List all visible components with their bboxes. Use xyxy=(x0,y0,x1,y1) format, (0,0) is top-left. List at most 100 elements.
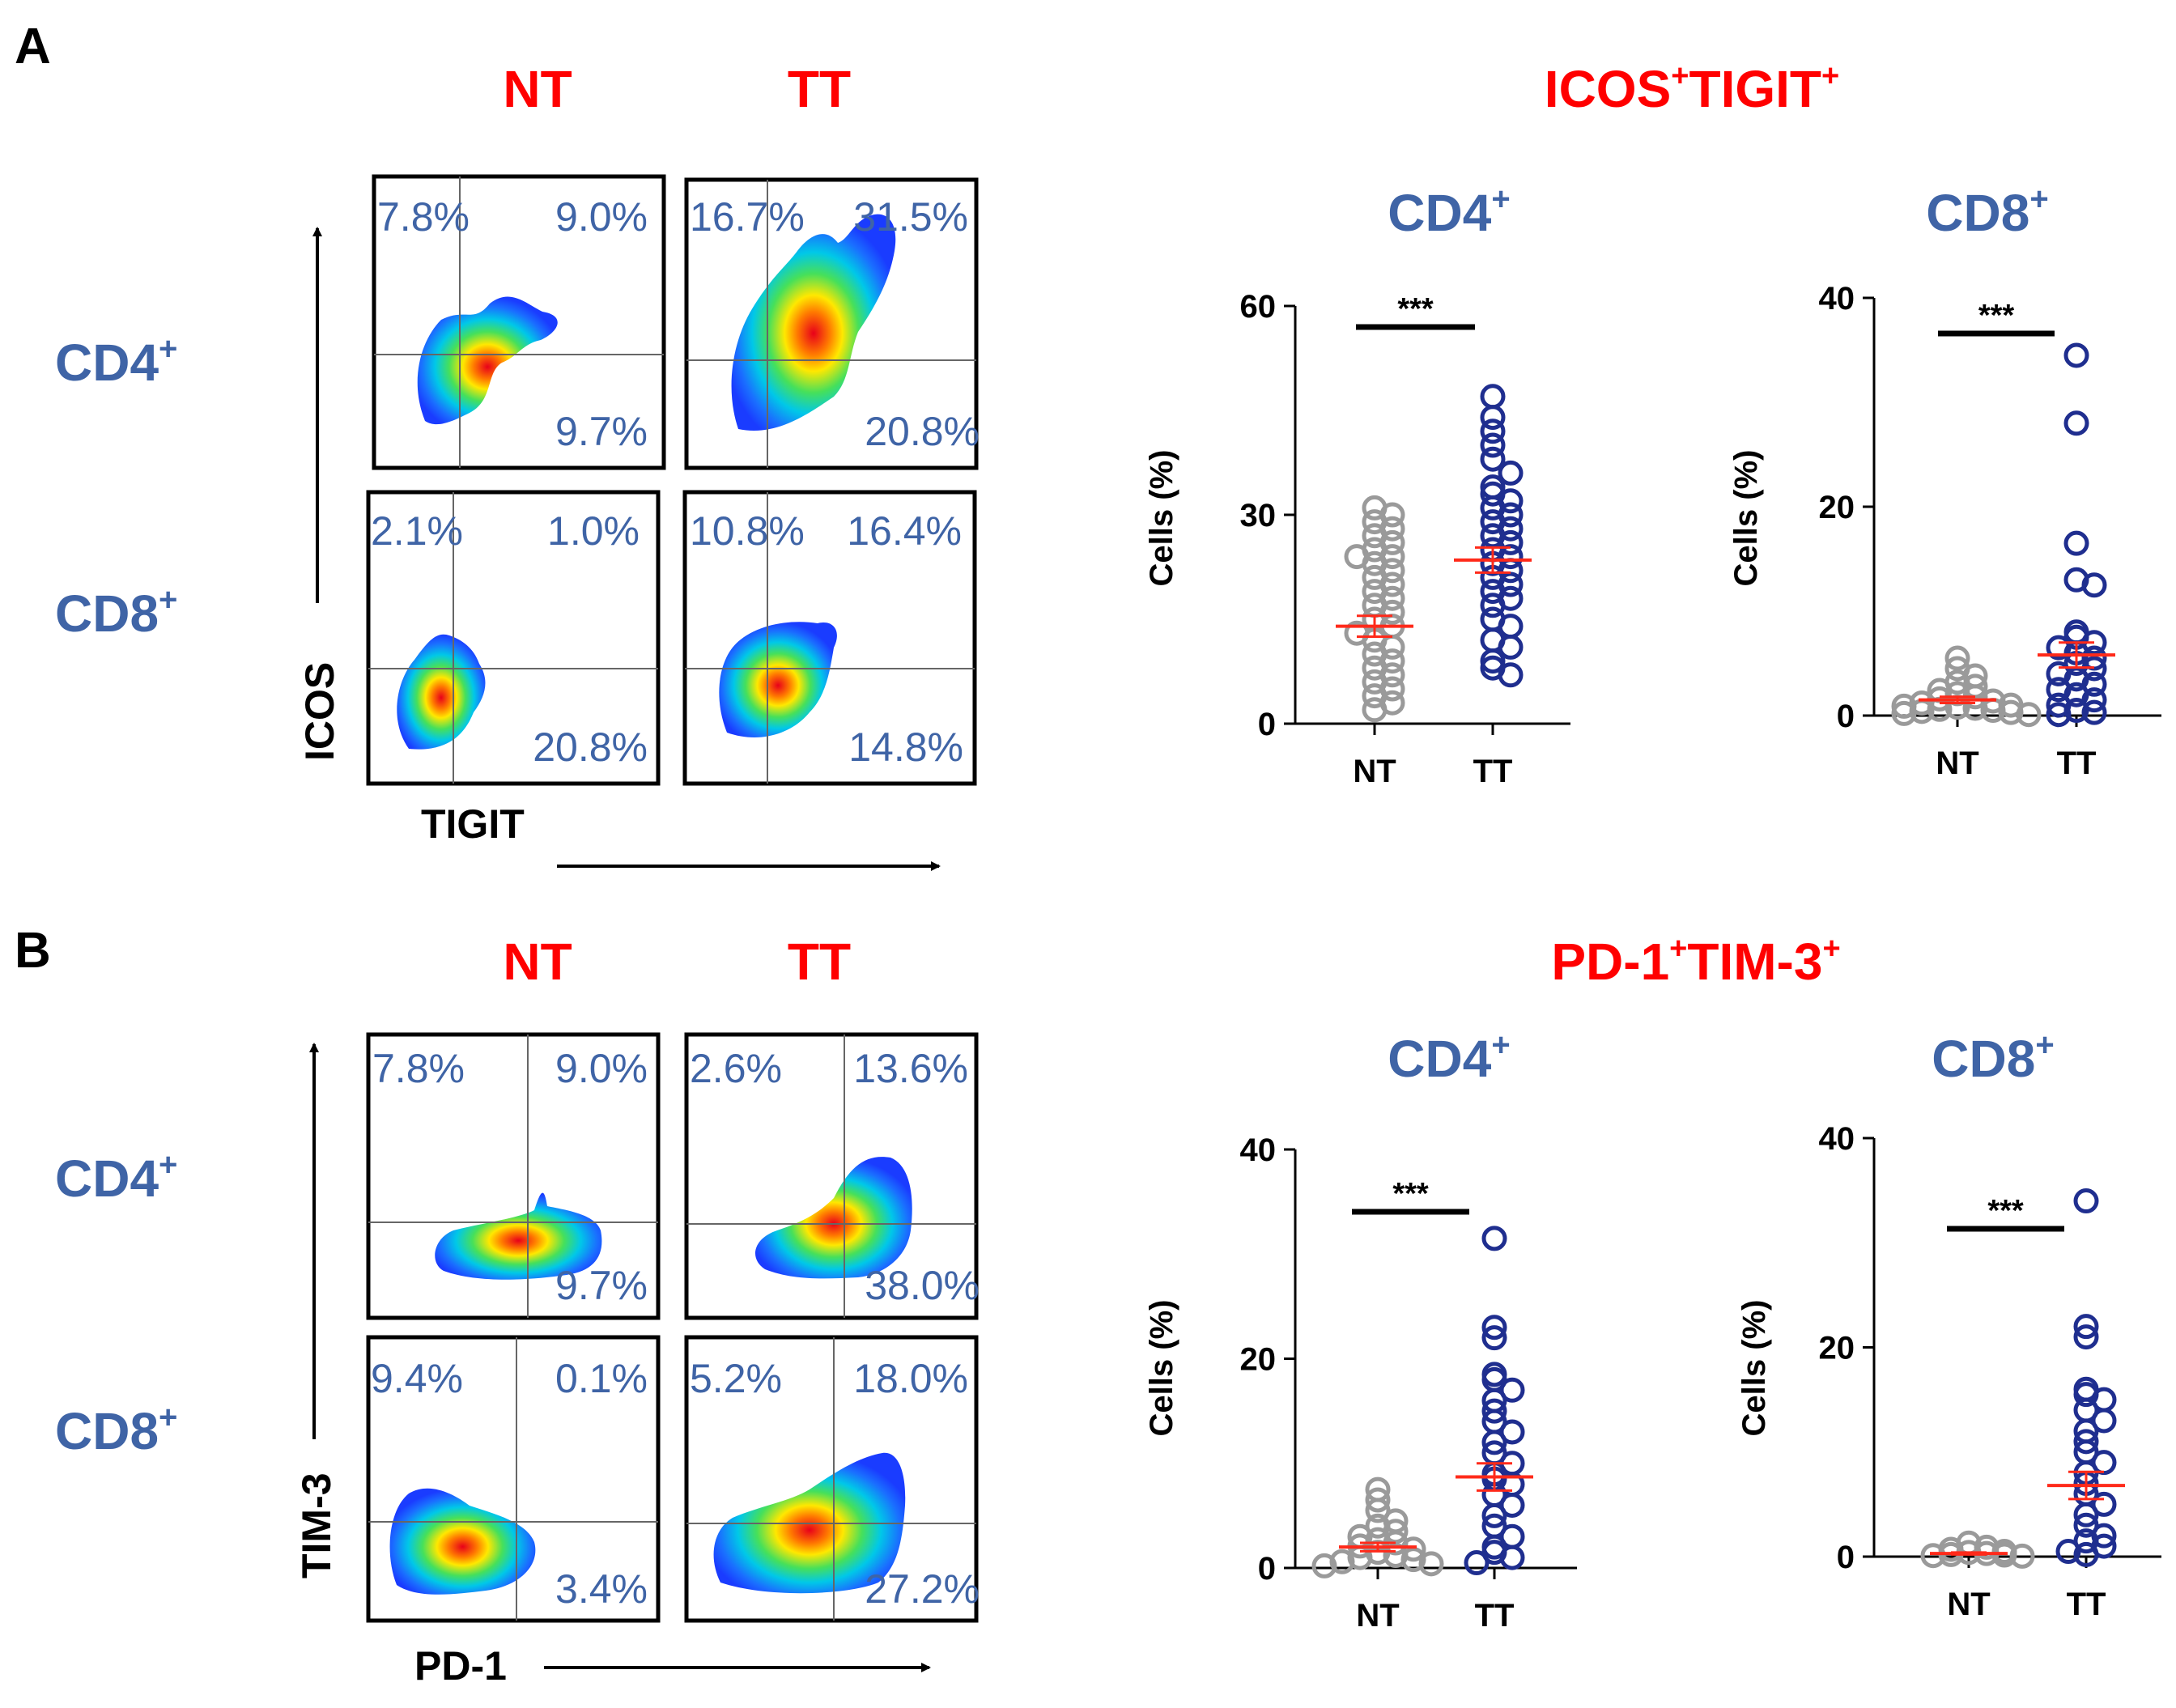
data-point-tt xyxy=(2073,1502,2099,1527)
row-label-cd4-a: CD4+ xyxy=(55,331,177,392)
y-tick-label: 0 xyxy=(1837,699,1855,734)
scatter-layer: CD4+ Cells (%) 0 30 60 NT TT *** CD8+ Cells (%) 0 2… xyxy=(1144,181,2161,1634)
data-point-tt xyxy=(2091,1408,2117,1434)
quadrant-ul: 5.2% xyxy=(690,1356,782,1401)
data-point-tt xyxy=(1464,1550,1490,1576)
svg-text:CD4+: CD4+ xyxy=(55,1147,177,1208)
x-tick-label: NT xyxy=(1947,1587,1990,1622)
data-point-tt xyxy=(2073,1188,2099,1214)
quadrant-ur: 13.6% xyxy=(853,1046,968,1091)
data-point-tt xyxy=(1480,432,1506,458)
data-point-tt xyxy=(1481,1315,1507,1340)
data-point-tt xyxy=(1499,1492,1525,1518)
summary-title-b: PD-1+TIM-3+ xyxy=(1551,932,1840,991)
data-point-nt xyxy=(1383,1542,1409,1568)
x-tick-label: TT xyxy=(1473,754,1513,789)
summary-title-a: ICOS+TIGIT+ xyxy=(1545,59,1839,118)
data-point-nt xyxy=(1365,1487,1391,1513)
data-point-nt xyxy=(1329,1549,1355,1574)
data-point-tt xyxy=(1499,1544,1525,1570)
data-point-tt xyxy=(2073,1324,2099,1350)
quadrant-ul: 2.6% xyxy=(690,1046,782,1091)
panel-letter-b: B xyxy=(15,923,51,979)
data-point-nt xyxy=(2009,1543,2035,1569)
data-point-tt xyxy=(2081,671,2107,697)
data-point-tt xyxy=(1499,1377,1525,1403)
data-point-tt xyxy=(1498,634,1524,660)
data-point-tt xyxy=(2073,1512,2099,1538)
y-tick-label: 40 xyxy=(1240,1132,1277,1168)
svg-text:CD8+: CD8+ xyxy=(55,582,177,643)
quadrant-lr: 20.8% xyxy=(533,724,648,770)
quadrant-lr: 20.8% xyxy=(865,409,980,454)
data-point-tt xyxy=(2091,1491,2117,1517)
quadrant-ur: 1.0% xyxy=(547,508,640,554)
y-tick-label: 20 xyxy=(1819,1331,1855,1366)
quadrant-ul: 10.8% xyxy=(690,508,805,554)
y-axis-label: Cells (%) xyxy=(1728,450,1764,587)
quadrant-ul: 9.4% xyxy=(371,1356,463,1401)
quadrant-ul: 2.1% xyxy=(371,508,463,554)
significance-label: *** xyxy=(1978,299,2015,333)
facs-plot-a-cd4-nt: 7.8% 9.0% 9.7% xyxy=(372,174,666,470)
data-point-tt xyxy=(1481,1502,1507,1528)
data-point-tt xyxy=(2081,572,2107,598)
data-point-tt xyxy=(1480,384,1506,410)
y-tick-label: 30 xyxy=(1240,498,1277,533)
data-point-tt xyxy=(2063,410,2089,436)
panel-letter-a: A xyxy=(15,19,51,74)
data-point-nt xyxy=(1362,697,1388,723)
quadrant-ur: 0.1% xyxy=(555,1356,648,1401)
data-point-nt xyxy=(1920,1543,1946,1569)
quadrant-ul: 16.7% xyxy=(690,194,805,240)
x-axis-label-b: PD-1 xyxy=(414,1643,507,1689)
x-tick-label: TT xyxy=(2067,1587,2106,1622)
y-axis-label: Cells (%) xyxy=(1144,450,1179,587)
svg-text:CD8+: CD8+ xyxy=(55,1400,177,1460)
data-point-tt xyxy=(2073,1541,2099,1567)
plot-title: CD4+ xyxy=(1388,181,1510,242)
data-point-nt xyxy=(1944,645,1970,671)
quadrant-ul: 7.8% xyxy=(377,194,470,240)
y-axis-label: Cells (%) xyxy=(1736,1300,1772,1437)
y-axis-label: Cells (%) xyxy=(1144,1300,1179,1437)
quadrant-lr: 9.7% xyxy=(555,409,648,454)
data-point-tt xyxy=(2063,698,2089,724)
quadrant-ur: 31.5% xyxy=(853,194,968,240)
scatter-plot-a_cd8: CD8+ Cells (%) 0 20 40 NT TT *** xyxy=(1728,181,2161,781)
x-tick-label: NT xyxy=(1356,1598,1399,1634)
quadrant-lr: 14.8% xyxy=(848,724,963,770)
significance-label: *** xyxy=(1392,1177,1429,1211)
row-label-cd8-a: CD8+ xyxy=(55,582,177,643)
quadrant-ur: 16.4% xyxy=(847,508,962,554)
y-tick-label: 20 xyxy=(1240,1342,1277,1378)
x-tick-label: NT xyxy=(1353,754,1396,789)
x-axis-label-a: TIGIT xyxy=(421,801,525,847)
facs-plot-b-cd8-tt: 5.2% 18.0% 27.2% xyxy=(684,1335,980,1623)
data-point-tt xyxy=(1481,1430,1507,1455)
col-header-nt-b: NT xyxy=(503,933,572,991)
y-axis-label-a: ICOS xyxy=(297,662,342,761)
data-point-tt xyxy=(2063,530,2089,556)
y-tick-label: 20 xyxy=(1819,490,1855,525)
data-point-tt xyxy=(2073,1314,2099,1340)
facs-plot-b-cd8-nt: 9.4% 0.1% 3.4% xyxy=(366,1335,661,1623)
y-tick-label: 40 xyxy=(1819,281,1855,317)
plot-title: CD8+ xyxy=(1926,181,2048,242)
plot-title: CD8+ xyxy=(1932,1027,2054,1088)
data-point-nt xyxy=(1998,699,2024,725)
data-point-tt xyxy=(2046,702,2072,728)
data-point-tt xyxy=(2081,699,2107,725)
row-label-cd8-b: CD8+ xyxy=(55,1400,177,1460)
quadrant-lr: 38.0% xyxy=(865,1263,980,1308)
svg-text:PD-1+TIM-3+: PD-1+TIM-3+ xyxy=(1551,932,1840,991)
y-tick-label: 0 xyxy=(1258,707,1276,742)
data-point-tt xyxy=(2073,1429,2099,1455)
y-tick-label: 40 xyxy=(1819,1121,1855,1157)
data-point-tt xyxy=(1480,648,1506,674)
data-point-nt xyxy=(2016,702,2042,728)
x-tick-label: TT xyxy=(1475,1598,1515,1634)
svg-text:CD4+: CD4+ xyxy=(55,331,177,392)
y-axis-label-b: TIM-3 xyxy=(294,1472,339,1578)
